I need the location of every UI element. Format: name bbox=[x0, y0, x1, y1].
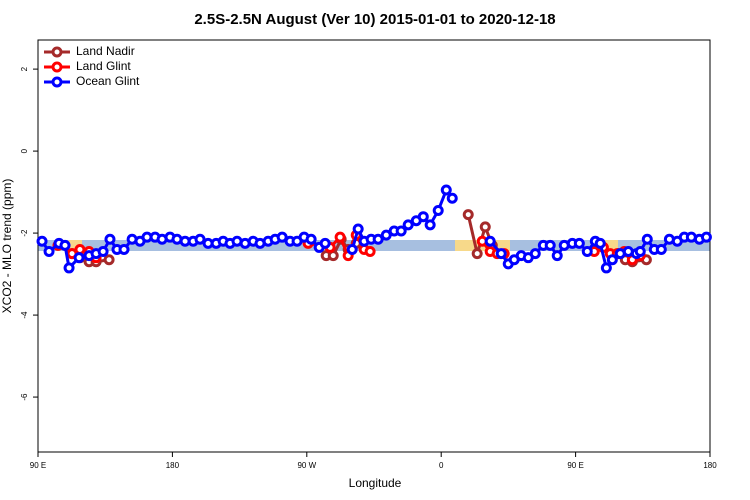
legend-marker bbox=[51, 76, 63, 88]
x-tick-label: 90 E bbox=[30, 461, 46, 470]
y-axis-label: XCO2 - MLO trend (ppm) bbox=[0, 179, 14, 314]
point bbox=[700, 231, 712, 243]
point bbox=[544, 239, 556, 251]
point bbox=[484, 235, 496, 247]
ocean-band bbox=[38, 240, 710, 251]
plot-frame bbox=[37, 39, 711, 453]
point bbox=[43, 246, 55, 258]
chart-title: 2.5S-2.5N August (Ver 10) 2015-01-01 to … bbox=[194, 11, 555, 28]
point bbox=[73, 252, 85, 264]
point bbox=[305, 233, 317, 245]
legend-label: Ocean Glint bbox=[76, 74, 140, 88]
point bbox=[446, 192, 458, 204]
point bbox=[402, 219, 414, 231]
legend-marker bbox=[51, 61, 63, 73]
point bbox=[581, 246, 593, 258]
point bbox=[606, 254, 618, 266]
point bbox=[634, 246, 646, 258]
point bbox=[36, 235, 48, 247]
y-tick-label: 2 bbox=[20, 66, 29, 71]
point bbox=[395, 225, 407, 237]
point bbox=[276, 231, 288, 243]
y-tick-label: 0 bbox=[20, 148, 29, 153]
x-tick-label: 0 bbox=[439, 461, 444, 470]
point bbox=[440, 184, 452, 196]
point bbox=[380, 229, 392, 241]
point bbox=[471, 248, 483, 260]
point bbox=[319, 237, 331, 249]
point bbox=[600, 262, 612, 274]
y-tick-label: -2 bbox=[20, 229, 29, 237]
point bbox=[551, 250, 563, 262]
point bbox=[479, 221, 491, 233]
point bbox=[573, 237, 585, 249]
x-tick-label: 180 bbox=[703, 461, 717, 470]
point bbox=[424, 219, 436, 231]
y-tick-label: -6 bbox=[20, 393, 29, 401]
point bbox=[372, 233, 384, 245]
point bbox=[63, 262, 75, 274]
point bbox=[417, 211, 429, 223]
point bbox=[104, 233, 116, 245]
x-tick-label: 180 bbox=[166, 461, 180, 470]
point bbox=[495, 248, 507, 260]
legend-label: Land Glint bbox=[76, 59, 131, 73]
x-axis-label: Longitude bbox=[349, 476, 402, 490]
point bbox=[346, 243, 358, 255]
point bbox=[59, 239, 71, 251]
point bbox=[594, 237, 606, 249]
point bbox=[432, 205, 444, 217]
point bbox=[103, 254, 115, 266]
x-tick-label: 90 W bbox=[297, 461, 316, 470]
point bbox=[194, 233, 206, 245]
x-tick-label: 90 E bbox=[567, 461, 583, 470]
land-band bbox=[604, 240, 618, 251]
legend-marker bbox=[51, 46, 63, 58]
point bbox=[462, 209, 474, 221]
point bbox=[97, 246, 109, 258]
point bbox=[334, 231, 346, 243]
point bbox=[352, 223, 364, 235]
point bbox=[529, 248, 541, 260]
point bbox=[655, 243, 667, 255]
point bbox=[118, 243, 130, 255]
land-band bbox=[68, 240, 82, 251]
point bbox=[641, 233, 653, 245]
point bbox=[364, 246, 376, 258]
legend-label: Land Nadir bbox=[76, 44, 135, 58]
y-tick-label: -4 bbox=[20, 311, 29, 319]
